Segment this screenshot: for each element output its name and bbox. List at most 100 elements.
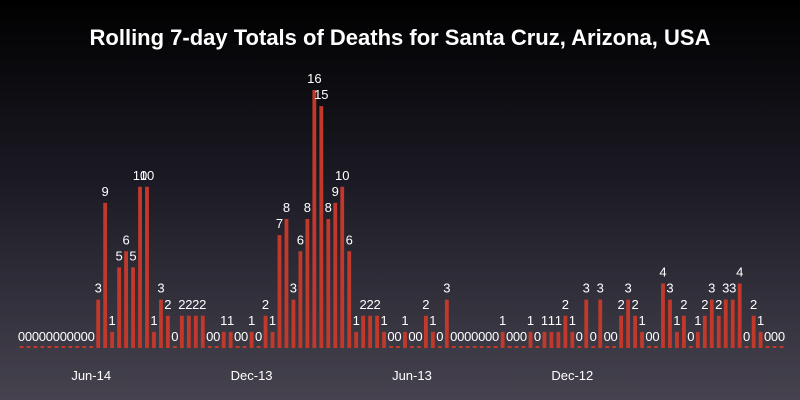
bar	[193, 315, 198, 348]
bar	[200, 315, 205, 348]
bar	[619, 315, 624, 348]
data-label: 2	[178, 297, 185, 312]
bar	[207, 346, 212, 348]
bar	[117, 267, 122, 349]
bar	[751, 315, 756, 348]
data-label: 0	[590, 329, 597, 344]
bar	[305, 219, 310, 348]
bar	[354, 331, 359, 349]
bar-series	[19, 90, 784, 349]
data-label: 1	[248, 313, 255, 328]
data-label: 0	[457, 329, 464, 344]
data-label: 0	[743, 329, 750, 344]
bar	[326, 219, 331, 348]
data-label: 1	[569, 313, 576, 328]
bar	[675, 331, 679, 349]
data-label: 10	[133, 168, 147, 183]
data-label: 0	[604, 329, 611, 344]
data-label: 0	[415, 329, 422, 344]
bar	[277, 235, 282, 349]
bar	[382, 331, 386, 349]
data-label: 0	[255, 329, 262, 344]
data-label: 2	[192, 297, 199, 312]
bar	[110, 331, 115, 349]
x-tick-label: Dec-13	[231, 368, 273, 383]
data-label: 3	[290, 281, 297, 296]
data-label: 1	[673, 313, 680, 328]
x-tick-label: Dec-12	[551, 368, 593, 383]
data-label: 2	[701, 297, 708, 312]
bar	[89, 346, 94, 348]
data-label: 1	[548, 313, 555, 328]
bar	[688, 346, 693, 348]
bar	[444, 299, 449, 349]
bar	[249, 331, 254, 349]
data-label: 3	[708, 281, 715, 296]
bar	[570, 331, 575, 349]
data-label: 1	[541, 313, 548, 328]
data-label: 3	[624, 281, 631, 296]
data-label: 0	[611, 329, 618, 344]
bar	[521, 346, 526, 348]
bar	[26, 346, 31, 348]
data-label: 3	[583, 281, 590, 296]
data-label: 8	[304, 200, 311, 215]
data-label: 1	[694, 313, 701, 328]
data-label: 0	[25, 329, 32, 344]
bar	[437, 346, 442, 348]
data-label: 2	[199, 297, 206, 312]
bar	[661, 283, 665, 348]
data-label: 0	[771, 329, 778, 344]
bar	[493, 346, 498, 348]
bar	[340, 186, 345, 348]
data-label: 9	[102, 184, 109, 199]
bar	[647, 346, 651, 348]
bar	[730, 299, 735, 349]
data-label: 1	[401, 313, 408, 328]
data-label: 16	[307, 71, 321, 86]
bar	[465, 346, 470, 348]
data-label: 10	[335, 168, 349, 183]
bar	[389, 346, 393, 348]
data-label: 0	[652, 329, 659, 344]
bar	[68, 346, 73, 348]
bar	[124, 251, 128, 348]
bar	[709, 299, 714, 349]
bar	[410, 346, 414, 348]
bar	[221, 331, 226, 349]
data-label: 2	[750, 297, 757, 312]
bar	[172, 346, 177, 348]
data-label: 0	[534, 329, 541, 344]
bar	[347, 251, 352, 348]
bar	[640, 331, 644, 349]
data-label: 2	[373, 297, 380, 312]
data-label: 2	[367, 297, 374, 312]
x-tick-label: Jun-14	[71, 368, 111, 383]
bar	[723, 299, 728, 349]
bar	[403, 331, 407, 349]
data-label: 3	[443, 281, 450, 296]
bar	[61, 346, 66, 348]
bar	[458, 346, 463, 348]
bar	[375, 315, 380, 348]
data-label: 0	[67, 329, 74, 344]
bar	[423, 315, 428, 348]
data-label: 0	[241, 329, 248, 344]
data-label: 0	[492, 329, 499, 344]
data-label: 0	[436, 329, 443, 344]
bar	[361, 315, 366, 348]
bar	[131, 267, 135, 349]
bar	[186, 315, 191, 348]
bar	[235, 346, 240, 348]
data-label: 1	[150, 313, 157, 328]
bar	[284, 219, 289, 348]
data-label: 1	[227, 313, 234, 328]
bar	[528, 331, 533, 349]
bar	[598, 299, 603, 349]
data-label: 2	[360, 297, 367, 312]
bar	[214, 346, 219, 348]
bar	[479, 346, 484, 348]
data-label: 2	[631, 297, 638, 312]
data-label: 0	[506, 329, 513, 344]
